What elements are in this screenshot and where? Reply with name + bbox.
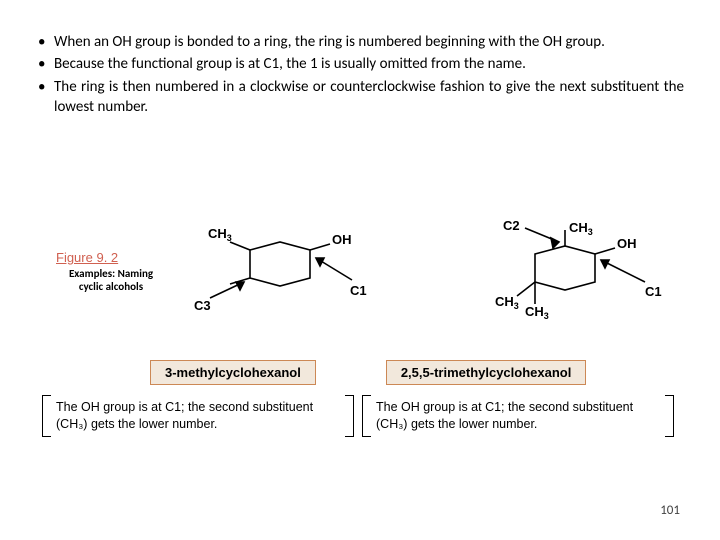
bullet-item: Because the functional group is at C1, t… xyxy=(36,54,684,74)
figure-caption: Examples: Naming cyclic alcohols xyxy=(56,267,166,293)
compound-name-row: 3-methylcyclohexanol 2,5,5-trimethylcycl… xyxy=(120,360,680,385)
svg-text:C1: C1 xyxy=(350,283,367,298)
molecule-left: OH CH3 C1 C3 xyxy=(180,220,380,335)
svg-text:OH: OH xyxy=(617,236,637,251)
explain-row: The OH group is at C1; the second substi… xyxy=(42,395,690,437)
svg-text:CH3: CH3 xyxy=(525,304,549,321)
svg-text:CH3: CH3 xyxy=(495,294,519,311)
page-number: 101 xyxy=(660,503,680,518)
bullet-item: When an OH group is bonded to a ring, th… xyxy=(36,32,684,52)
figure-area: Figure 9. 2 Examples: Naming cyclic alco… xyxy=(30,220,690,460)
slide-content: When an OH group is bonded to a ring, th… xyxy=(0,0,720,117)
explain-right: The OH group is at C1; the second substi… xyxy=(362,395,674,437)
bullet-list: When an OH group is bonded to a ring, th… xyxy=(36,32,684,117)
molecule-right: OH CH3 CH3 CH3 C2 C1 xyxy=(455,220,675,340)
svg-text:CH3: CH3 xyxy=(208,226,232,243)
svg-text:C2: C2 xyxy=(503,220,520,233)
compound-name-left: 3-methylcyclohexanol xyxy=(150,360,316,385)
svg-text:CH3: CH3 xyxy=(569,220,593,237)
figure-label: Figure 9. 2 Examples: Naming cyclic alco… xyxy=(56,250,166,293)
svg-text:C3: C3 xyxy=(194,298,211,313)
molecule-row: OH CH3 C1 C3 xyxy=(180,220,690,330)
molecule-left-svg: OH CH3 C1 C3 xyxy=(180,220,380,330)
bullet-item: The ring is then numbered in a clockwise… xyxy=(36,77,684,118)
svg-text:C1: C1 xyxy=(645,284,662,299)
svg-text:OH: OH xyxy=(332,232,352,247)
molecule-right-svg: OH CH3 CH3 CH3 C2 C1 xyxy=(455,220,685,335)
explain-left: The OH group is at C1; the second substi… xyxy=(42,395,354,437)
compound-name-right: 2,5,5-trimethylcyclohexanol xyxy=(386,360,587,385)
figure-number: Figure 9. 2 xyxy=(56,250,166,265)
